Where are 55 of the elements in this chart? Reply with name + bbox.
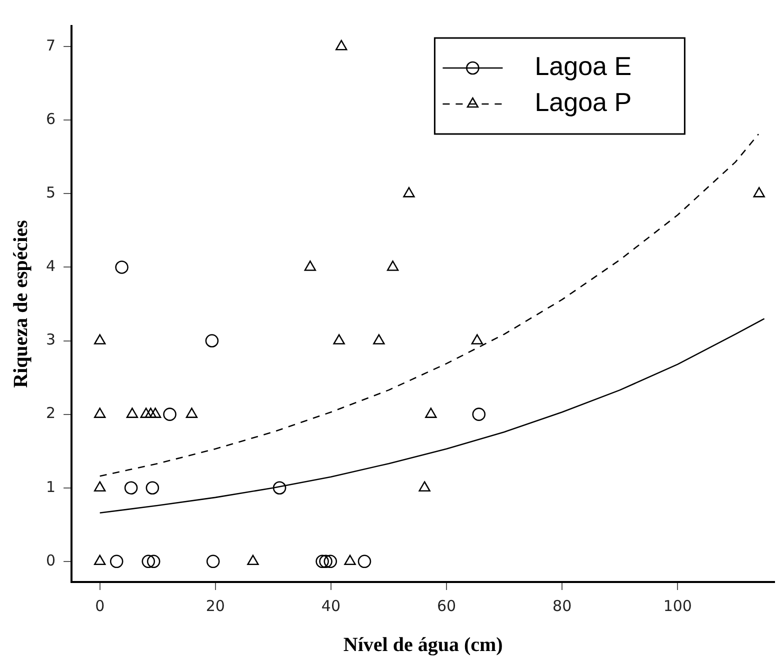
y-tick-label: 2 [46, 404, 56, 422]
point [94, 334, 106, 344]
y-tick-label: 5 [46, 184, 56, 202]
point [319, 554, 332, 568]
point [110, 554, 124, 568]
point [205, 334, 219, 348]
point [115, 260, 128, 274]
x-tick-label: 20 [206, 596, 225, 615]
point [206, 554, 220, 568]
point [344, 554, 356, 566]
y-tick-label: 3 [46, 330, 56, 349]
point [272, 481, 286, 495]
point [146, 481, 160, 495]
y-tick-label: 7 [46, 36, 56, 54]
x-tick-label: 0 [95, 596, 105, 615]
point [333, 334, 345, 344]
point [324, 554, 338, 568]
point [316, 554, 329, 568]
line-series [99, 133, 760, 477]
point [425, 408, 437, 418]
point [94, 481, 106, 492]
legend-label: Lagoa E [534, 51, 632, 82]
point [403, 187, 415, 198]
y-tick-label: 0 [46, 551, 56, 570]
point [140, 408, 152, 418]
x-tick-label: 80 [552, 596, 572, 615]
legend-label: Lagoa P [534, 87, 632, 118]
point [358, 554, 372, 568]
point [142, 554, 156, 568]
y-axis-title: Riqueza de espécies [10, 220, 32, 388]
point [149, 408, 162, 418]
y-tick-label: 6 [46, 110, 56, 128]
y-tick-label: 4 [46, 257, 56, 276]
point [373, 334, 385, 344]
point [124, 481, 138, 495]
x-tick-label: 40 [321, 596, 341, 615]
point [186, 408, 198, 418]
point [753, 187, 765, 198]
point [304, 260, 316, 271]
point [247, 554, 259, 566]
point [471, 334, 483, 344]
point [94, 554, 106, 566]
point [336, 40, 348, 50]
x-axis-title: Nível de água (cm) [343, 634, 503, 656]
x-tick-label: 100 [663, 596, 692, 615]
point [146, 554, 160, 568]
y-tick-label: 1 [46, 478, 56, 496]
point [126, 408, 138, 418]
point [144, 408, 157, 418]
point [163, 408, 176, 421]
point [94, 408, 106, 418]
x-tick-label: 60 [436, 596, 456, 615]
point [472, 408, 486, 421]
point [418, 481, 430, 492]
point [386, 260, 399, 271]
